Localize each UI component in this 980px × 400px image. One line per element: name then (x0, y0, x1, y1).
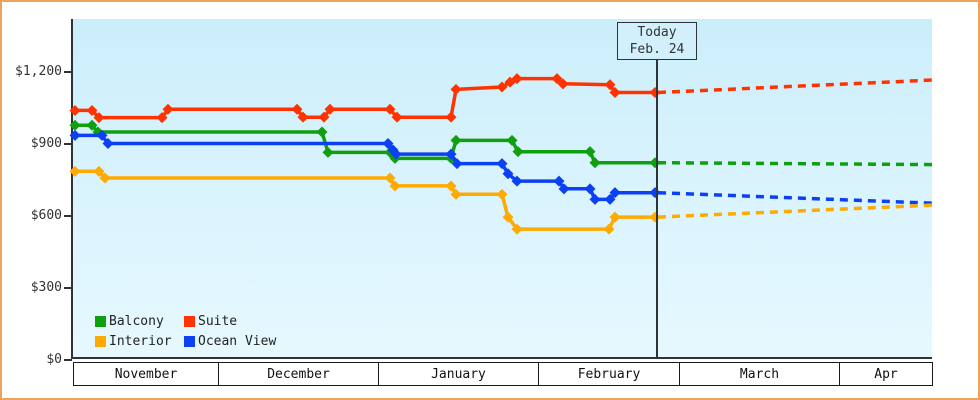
legend-swatch-icon (184, 315, 195, 327)
legend-label: Balcony (109, 313, 164, 329)
y-tick-mark (64, 214, 72, 217)
month-label-march: March (679, 363, 839, 385)
month-label-february: February (538, 363, 679, 385)
y-tick-mark (64, 286, 72, 289)
legend-swatch-icon (95, 335, 106, 347)
plot-area (71, 19, 932, 359)
month-label-december: December (218, 363, 378, 385)
today-label-box: Today Feb. 24 (617, 22, 697, 60)
legend-label: Suite (198, 313, 238, 329)
legend-label: Ocean View (198, 333, 277, 349)
today-marker-line (656, 59, 658, 359)
legend-label: Interior (109, 333, 172, 349)
x-axis-month-band: November December January February March Apr (73, 362, 933, 386)
today-date-label: Feb. 24 (629, 42, 685, 57)
y-tick-label: $600 (30, 207, 62, 223)
y-tick-label: $300 (30, 279, 62, 295)
y-tick-label: $900 (30, 135, 62, 151)
legend-swatch-icon (95, 315, 106, 327)
y-tick-mark (64, 71, 72, 74)
month-label-apr: Apr (839, 363, 932, 385)
month-label-november: November (114, 366, 178, 382)
legend-swatch-icon (184, 335, 195, 347)
today-label: Today (637, 25, 677, 40)
month-label-january: January (378, 363, 538, 385)
y-tick-mark (64, 142, 72, 145)
y-tick-mark (64, 358, 72, 361)
legend-item-suite: Suite (184, 313, 238, 329)
legend-item-ocean-view: Ocean View (184, 333, 277, 349)
legend-item-interior: Interior (95, 333, 172, 349)
y-tick-label: $0 (46, 351, 62, 367)
y-tick-label: $1,200 (15, 64, 62, 80)
legend-item-balcony: Balcony (95, 313, 164, 329)
